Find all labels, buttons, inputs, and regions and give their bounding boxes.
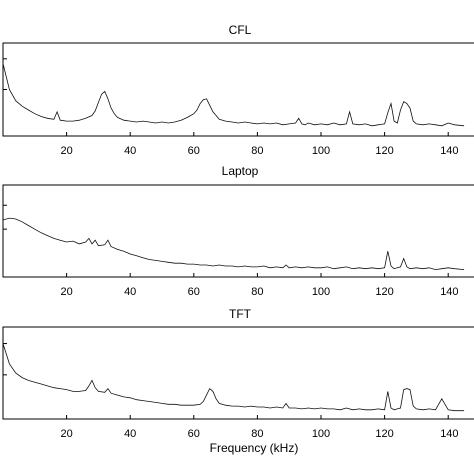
x-tick-label: 120	[375, 428, 393, 440]
x-tick-label: 100	[312, 145, 330, 157]
y-ticks	[3, 58, 7, 90]
x-tick-label: 20	[60, 286, 72, 298]
plot-frame	[2, 42, 474, 137]
series-line	[2, 217, 465, 271]
x-tick-label: 140	[440, 145, 458, 157]
x-tick-label: 60	[188, 286, 200, 298]
x-tick-label: 20	[60, 428, 72, 440]
y-ticks	[3, 204, 7, 230]
x-tick-labels: 20 40 60 80 100 120 140	[60, 145, 458, 157]
x-tick-label: 80	[251, 428, 263, 440]
x-tick-label: 20	[60, 145, 72, 157]
x-ticks	[66, 132, 449, 136]
chart-title: TFT	[229, 307, 252, 321]
x-tick-label: 100	[312, 286, 330, 298]
x-tick-label: 120	[375, 145, 393, 157]
x-tick-label: 100	[312, 428, 330, 440]
x-tick-label: 60	[188, 145, 200, 157]
x-tick-label: 140	[440, 286, 458, 298]
x-tick-label: 40	[124, 286, 136, 298]
x-tick-label: 120	[375, 286, 393, 298]
series-line	[2, 63, 465, 127]
x-tick-labels: 20 40 60 80 100 120 140	[60, 286, 458, 298]
plot-frame	[2, 184, 474, 278]
x-tick-label: 80	[251, 286, 263, 298]
x-tick-label: 40	[124, 145, 136, 157]
x-axis-label: Frequency (kHz)	[210, 441, 299, 455]
x-ticks	[66, 273, 449, 277]
chart-panel-tft: TFT 20 40 60 80 100 120 140 Frequency (k…	[2, 307, 474, 455]
chart-panel-laptop: Laptop 20 40 60 80 100 120 140	[2, 164, 474, 298]
x-tick-label: 80	[251, 145, 263, 157]
y-ticks	[3, 343, 7, 376]
plot-frame	[2, 326, 474, 420]
x-ticks	[66, 415, 449, 419]
x-tick-label: 140	[440, 428, 458, 440]
x-tick-label: 60	[188, 428, 200, 440]
x-tick-labels: 20 40 60 80 100 120 140	[60, 428, 458, 440]
chart-title: CFL	[229, 23, 252, 37]
chart-panel-cfl: CFL 20 40 60 80 100 120 140	[2, 23, 474, 157]
x-tick-label: 40	[124, 428, 136, 440]
chart-title: Laptop	[222, 164, 259, 178]
series-line	[2, 343, 465, 412]
